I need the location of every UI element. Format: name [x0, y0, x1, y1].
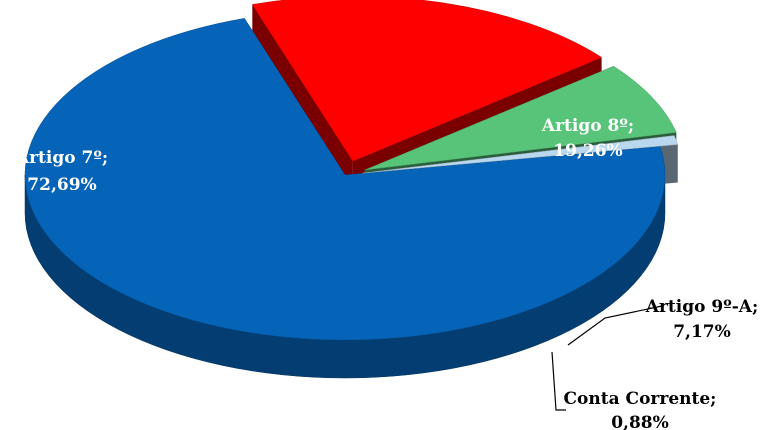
slice-artigo-8 [251, 0, 603, 162]
slice-value-artigo-8: 19,26% [553, 141, 622, 161]
leader-line-conta-corrente [551, 351, 566, 411]
slice-label-artigo-9-a: Artigo 9º-A; [645, 297, 758, 317]
slice-value-artigo-9-a: 7,17% [673, 322, 731, 342]
leader-line-artigo-9-a [567, 305, 663, 346]
slice-value-conta-corrente: 0,88% [611, 413, 669, 430]
slice-conta-corrente [362, 135, 679, 174]
slice-label-artigo-7: Artigo 7º; [15, 148, 108, 168]
pie-tops [24, 0, 679, 341]
pie-labels: Artigo 7º; 72,69% Artigo 8º; 19,26% Artigo 9… [15, 116, 758, 430]
slice-label-artigo-8: Artigo 8º; [541, 116, 634, 136]
slice-artigo-9-a [364, 65, 677, 171]
slice-value-artigo-7: 72,69% [27, 175, 96, 195]
slice-artigo-7 [24, 18, 666, 341]
slice-label-conta-corrente: Conta Corrente; [564, 389, 717, 409]
leader-lines [551, 305, 663, 411]
